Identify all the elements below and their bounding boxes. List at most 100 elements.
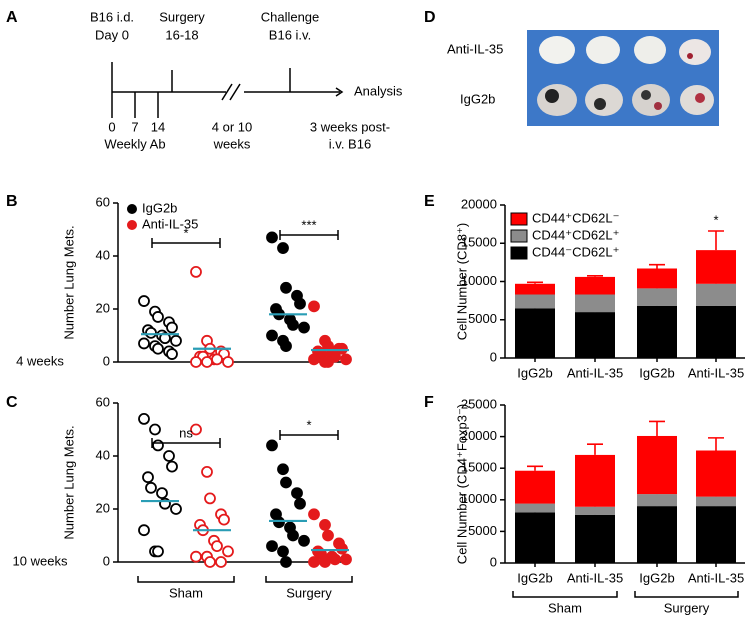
photo-row-label: IgG2b [460,91,495,106]
y-tick-label: 40 [96,447,110,462]
bar-segment [515,308,555,358]
lung [679,39,711,65]
error-bar [708,437,724,451]
data-point [277,242,289,254]
timeline: B16 i.d. Day 0 Surgery 16-18 Challenge B… [90,9,403,151]
data-point [287,318,299,331]
timeline-label: Surgery [159,9,205,24]
data-point [149,423,161,436]
error-bar [587,274,603,277]
x-tick-label: Anti-IL-35 [688,365,744,380]
data-point [291,487,303,500]
legend-label: CD44⁺CD62L⁺ [532,227,619,242]
bar-segment [696,506,736,563]
data-point [280,556,292,568]
data-point [298,534,310,547]
bar-segment [637,268,677,289]
y-tick-label: 0 [490,349,497,364]
x-tick-label: Anti-IL-35 [688,570,744,585]
data-point [201,465,213,478]
timeline-label: 7 [131,119,138,134]
legend-swatch [510,246,528,260]
timeline-label: 3 weeks post- [310,119,390,134]
data-point [190,356,202,368]
data-point [266,540,278,552]
data-point [266,231,278,244]
x-tick-label: Anti-IL-35 [567,570,623,585]
lung [586,36,620,64]
y-tick-label: 40 [96,247,110,262]
x-tick-label: Anti-IL-35 [567,365,623,380]
error-bar [527,281,543,284]
group-label: Sham [169,585,203,600]
data-point [138,295,150,307]
y-tick-label: 10000 [461,491,497,506]
legend-swatch [510,212,528,226]
y-tick-label: 20 [96,500,110,515]
bar-segment [575,514,615,563]
data-point [273,516,285,529]
data-point [211,540,223,552]
data-point [138,337,150,350]
error-bar [527,465,543,471]
data-point [319,519,331,531]
timeline-label: Challenge [261,9,320,24]
y-tick-label: 20 [96,300,110,315]
data-point [319,556,331,568]
data-point [152,545,164,558]
bar-segment [637,506,677,563]
data-point [277,545,289,558]
bar-segment [696,283,736,306]
y-tick-label: 15000 [461,235,497,250]
y-tick-label: 5000 [468,311,497,326]
timeline-label: Analysis [354,83,403,98]
data-point [163,450,175,462]
data-point [308,508,320,521]
bar-segment [575,294,615,313]
group-bracket [137,576,235,583]
y-tick-label: 5000 [468,523,497,538]
bar-segment [515,294,555,309]
bar-segment [696,450,736,497]
panel-letter: F [424,394,434,411]
timeline-label: 16-18 [165,27,198,42]
y-tick-label: 25000 [461,396,497,411]
panel-letter: C [6,394,18,411]
error-bar [649,420,665,436]
y-tick-label: 0 [490,554,497,569]
data-point [166,348,178,360]
metastasis [687,53,693,59]
significance-bracket [151,238,221,248]
data-point [156,487,168,500]
group-label: Surgery [664,600,710,615]
significance-label: * [713,212,718,227]
data-point [287,529,299,542]
bar-segment [637,305,677,358]
timeline-label: Day 0 [95,27,129,42]
y-axis-label: Number Lung Mets. [61,425,76,539]
bar-segment [575,506,615,515]
data-point [190,550,202,563]
lung [634,36,666,64]
y-tick-label: 0 [103,553,110,568]
y-axis-label: Number Lung Mets. [61,225,76,339]
timeline-label: i.v. B16 [329,136,371,151]
data-point [138,412,150,425]
axis-break [229,83,241,101]
significance-label: * [183,225,188,240]
error-bar [708,230,724,251]
significance-label: *** [301,217,316,232]
group-bracket [634,591,739,598]
y-tick-label: 10000 [461,273,497,288]
data-point [340,553,352,566]
y-tick-label: 60 [96,394,110,409]
data-point [322,529,334,542]
data-point [170,334,182,347]
timeline-label: 14 [151,119,165,134]
bar-segment [575,312,615,358]
bar-segment [637,494,677,507]
data-point [308,556,320,568]
significance-bracket [279,430,339,440]
photo-row-label: Anti-IL-35 [447,41,503,56]
